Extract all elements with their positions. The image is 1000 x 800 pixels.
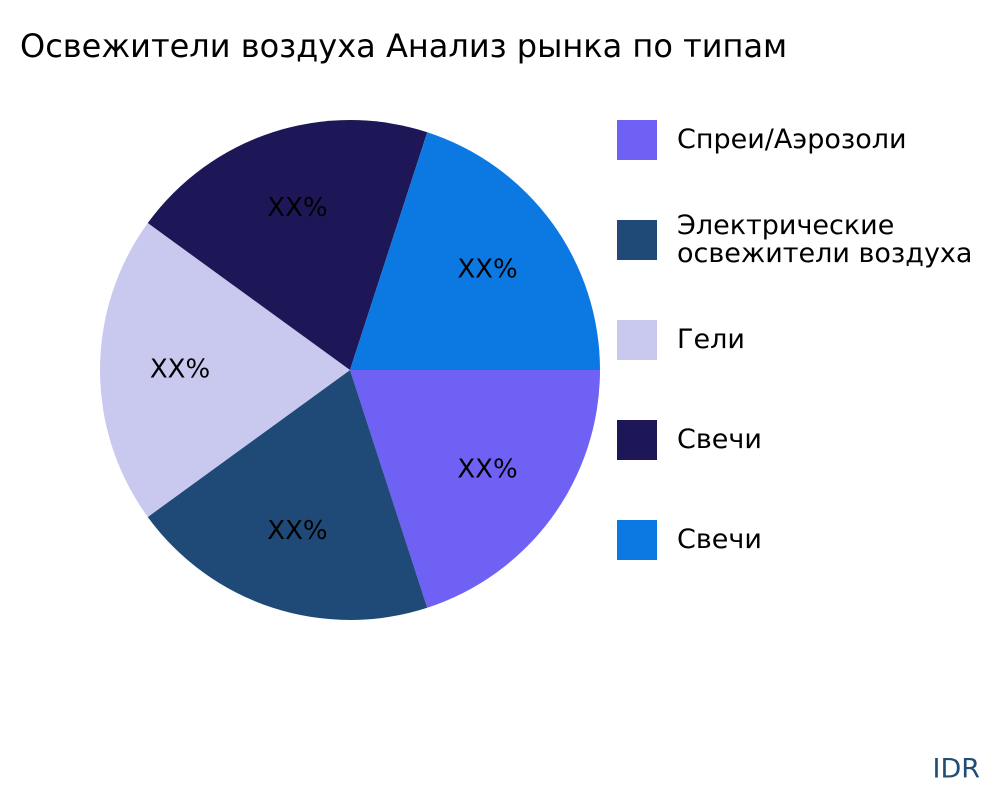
legend-swatch	[617, 120, 657, 160]
legend-swatch	[617, 320, 657, 360]
legend-item: Свечи	[617, 420, 1000, 460]
legend-label: Свечи	[677, 424, 762, 455]
data-label: XX%	[150, 355, 210, 385]
legend-item: Гели	[617, 320, 1000, 360]
watermark: IDR	[932, 754, 980, 785]
legend-label: Свечи	[677, 524, 762, 555]
data-label: XX%	[267, 193, 327, 223]
legend-label: Электрические освежители воздуха	[677, 210, 973, 269]
pie-slice	[147, 120, 428, 370]
legend-swatch	[617, 520, 657, 560]
data-label: XX%	[267, 516, 327, 546]
legend-swatch	[617, 420, 657, 460]
pie-slice	[350, 370, 600, 608]
legend-item: Электрические освежители воздуха	[617, 212, 1000, 268]
legend-item: Спреи/Аэрозоли	[617, 120, 1000, 160]
legend-item: Свечи	[617, 520, 1000, 560]
pie-slice	[147, 370, 428, 620]
legend-swatch	[617, 220, 657, 260]
pie-slice	[350, 132, 600, 370]
data-label: XX%	[457, 454, 517, 484]
legend-label: Гели	[677, 324, 745, 355]
chart-title: Освежители воздуха Анализ рынка по типам	[20, 27, 787, 65]
legend-label: Спреи/Аэрозоли	[677, 124, 907, 155]
data-label: XX%	[457, 255, 517, 285]
pie-slice	[100, 223, 350, 517]
